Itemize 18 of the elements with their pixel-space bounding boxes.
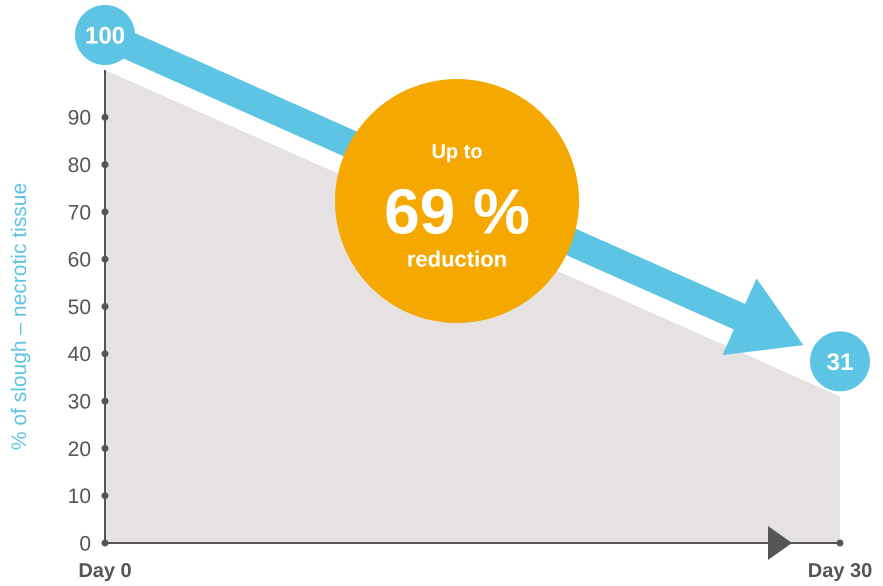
- annotation: Up to: [431, 141, 483, 163]
- y-tick-label: 50: [68, 296, 91, 319]
- y-tick-label: 40: [68, 343, 91, 366]
- annotation: reduction: [406, 246, 508, 272]
- y-tick-label: 10: [68, 485, 91, 508]
- y-tick-label: 70: [68, 201, 91, 224]
- y-axis-title: % of slough – necrotic tissue: [8, 182, 31, 450]
- y-tick-label: 20: [68, 438, 91, 461]
- data-label: 31: [826, 348, 854, 376]
- y-tick-label: 0: [79, 532, 91, 556]
- x-tick-label: Day 0: [78, 560, 132, 582]
- y-tick-label: 30: [68, 390, 91, 414]
- data-label: 100: [84, 22, 126, 50]
- y-tick-label: 90: [68, 106, 91, 130]
- y-tick-label: 80: [68, 154, 91, 177]
- x-tick-label: Day 30: [808, 560, 872, 582]
- y-tick-label: 60: [68, 248, 91, 272]
- annotation: 69 %: [384, 175, 530, 248]
